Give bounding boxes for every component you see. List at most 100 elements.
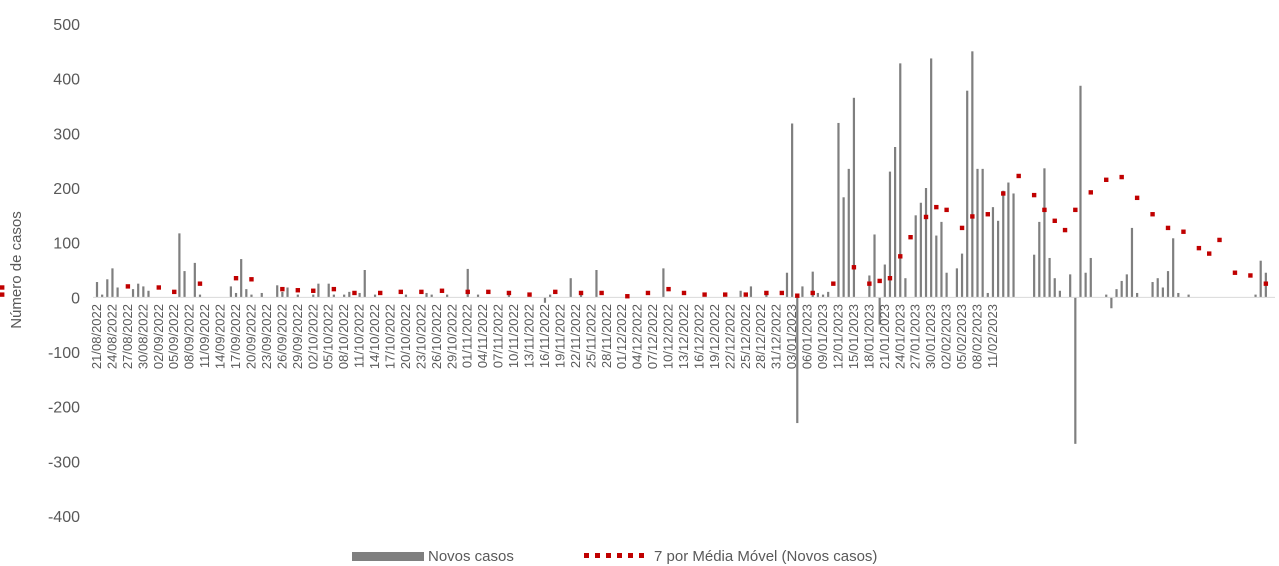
bar bbox=[142, 286, 145, 298]
bar bbox=[250, 294, 253, 298]
bar bbox=[816, 292, 819, 298]
bar bbox=[1156, 278, 1159, 298]
bar bbox=[811, 271, 814, 298]
x-tick-label: 04/12/2022 bbox=[630, 304, 645, 369]
y-tick-label: 300 bbox=[53, 126, 80, 143]
moving-average-point bbox=[599, 290, 604, 296]
y-axis-ticks: 500 400 300 200 100 0 -100 -200 -300 -400 bbox=[48, 17, 80, 526]
bar bbox=[1084, 272, 1087, 298]
bar bbox=[1002, 190, 1005, 298]
x-tick-label: 14/09/2022 bbox=[213, 304, 228, 369]
x-tick-label: 26/09/2022 bbox=[274, 304, 289, 369]
moving-average-point bbox=[625, 294, 630, 299]
bar bbox=[1259, 260, 1262, 298]
x-tick-label: 06/01/2023 bbox=[800, 304, 815, 369]
moving-average-point bbox=[378, 290, 383, 296]
moving-average-point bbox=[506, 290, 512, 296]
bar bbox=[930, 58, 933, 298]
bar bbox=[852, 97, 856, 298]
bar bbox=[131, 289, 135, 298]
moving-average-point bbox=[578, 290, 584, 296]
legend-swatch-dot bbox=[628, 553, 633, 558]
bar bbox=[317, 283, 320, 298]
x-tick-label: 01/11/2022 bbox=[460, 304, 475, 368]
moving-average-point bbox=[1031, 192, 1037, 198]
bar bbox=[1079, 85, 1082, 298]
x-tick-label: 20/10/2022 bbox=[398, 304, 413, 369]
bar bbox=[1007, 182, 1010, 298]
legend-label-moving-average: 7 por Média Móvel (Novos casos) bbox=[654, 548, 877, 565]
moving-average-point bbox=[249, 277, 254, 282]
x-tick-label: 11/02/2023 bbox=[985, 304, 1000, 368]
x-tick-label: 30/01/2023 bbox=[923, 304, 938, 369]
bar bbox=[1048, 257, 1051, 298]
x-tick-label: 26/10/2022 bbox=[429, 304, 444, 369]
bar bbox=[821, 294, 825, 298]
bar bbox=[466, 268, 469, 298]
moving-average-point bbox=[280, 286, 285, 292]
moving-average-point bbox=[702, 292, 707, 297]
bar bbox=[966, 90, 969, 298]
moving-average-point bbox=[923, 214, 929, 220]
bar bbox=[935, 235, 938, 298]
x-tick-label: 24/01/2023 bbox=[892, 304, 907, 369]
x-tick-label: 27/01/2023 bbox=[908, 304, 923, 369]
x-tick-label: 11/10/2022 bbox=[352, 304, 367, 368]
x-tick-label: 21/01/2023 bbox=[877, 304, 892, 369]
bar bbox=[749, 286, 753, 298]
x-tick-label: 18/01/2023 bbox=[861, 304, 876, 369]
moving-average-point bbox=[1150, 212, 1155, 217]
moving-average-point bbox=[439, 288, 445, 293]
bar bbox=[1254, 294, 1257, 298]
bar bbox=[1172, 238, 1175, 298]
bar bbox=[198, 294, 202, 298]
bar bbox=[1038, 221, 1041, 298]
y-tick-label: 500 bbox=[53, 17, 80, 34]
moving-average-point bbox=[1104, 177, 1109, 182]
moving-average-point bbox=[681, 290, 687, 296]
x-tick-label: 08/10/2022 bbox=[336, 304, 351, 369]
x-tick-label: 09/01/2023 bbox=[815, 304, 830, 369]
x-tick-label: 12/01/2023 bbox=[830, 304, 845, 369]
x-tick-label: 16/11/2022 bbox=[537, 304, 552, 368]
bar bbox=[796, 297, 799, 424]
moving-average-point bbox=[985, 212, 990, 217]
x-tick-label: 07/12/2022 bbox=[645, 304, 660, 369]
bar bbox=[348, 291, 351, 298]
x-tick-label: 05/10/2022 bbox=[321, 304, 336, 369]
x-tick-label: 25/11/2022 bbox=[583, 304, 598, 368]
y-tick-label: -100 bbox=[48, 345, 80, 362]
x-tick-label: 16/12/2022 bbox=[691, 304, 706, 369]
y-tick-label: 100 bbox=[53, 236, 80, 253]
bar bbox=[507, 294, 511, 298]
bar bbox=[1151, 282, 1154, 298]
y-tick-label: -200 bbox=[48, 400, 80, 417]
moving-average-point bbox=[831, 281, 836, 286]
bar bbox=[888, 171, 892, 298]
bar bbox=[1115, 289, 1118, 298]
bar bbox=[229, 286, 232, 298]
moving-average-point bbox=[1232, 270, 1238, 275]
x-tick-label: 10/12/2022 bbox=[661, 304, 676, 369]
x-tick-label: 03/01/2023 bbox=[784, 304, 799, 369]
x-tick-label: 19/11/2022 bbox=[552, 304, 567, 368]
x-tick-label: 28/11/2022 bbox=[599, 304, 614, 368]
x-tick-label: 29/10/2022 bbox=[444, 304, 459, 369]
bar bbox=[343, 294, 346, 298]
bar bbox=[662, 268, 665, 298]
moving-average-point bbox=[233, 276, 239, 281]
bar bbox=[193, 262, 196, 298]
moving-average-point bbox=[486, 289, 491, 295]
bar bbox=[234, 292, 238, 298]
moving-average-point bbox=[877, 278, 882, 284]
moving-average-point bbox=[172, 289, 177, 295]
x-tick-label: 08/02/2023 bbox=[970, 304, 985, 369]
bar bbox=[425, 292, 428, 298]
moving-average-point bbox=[1248, 273, 1253, 278]
legend-swatch-dot bbox=[639, 553, 644, 558]
bar bbox=[986, 292, 989, 298]
x-tick-label: 21/08/2022 bbox=[89, 304, 104, 369]
y-tick-label: 400 bbox=[53, 72, 80, 89]
x-tick-label: 10/11/2022 bbox=[506, 304, 521, 368]
